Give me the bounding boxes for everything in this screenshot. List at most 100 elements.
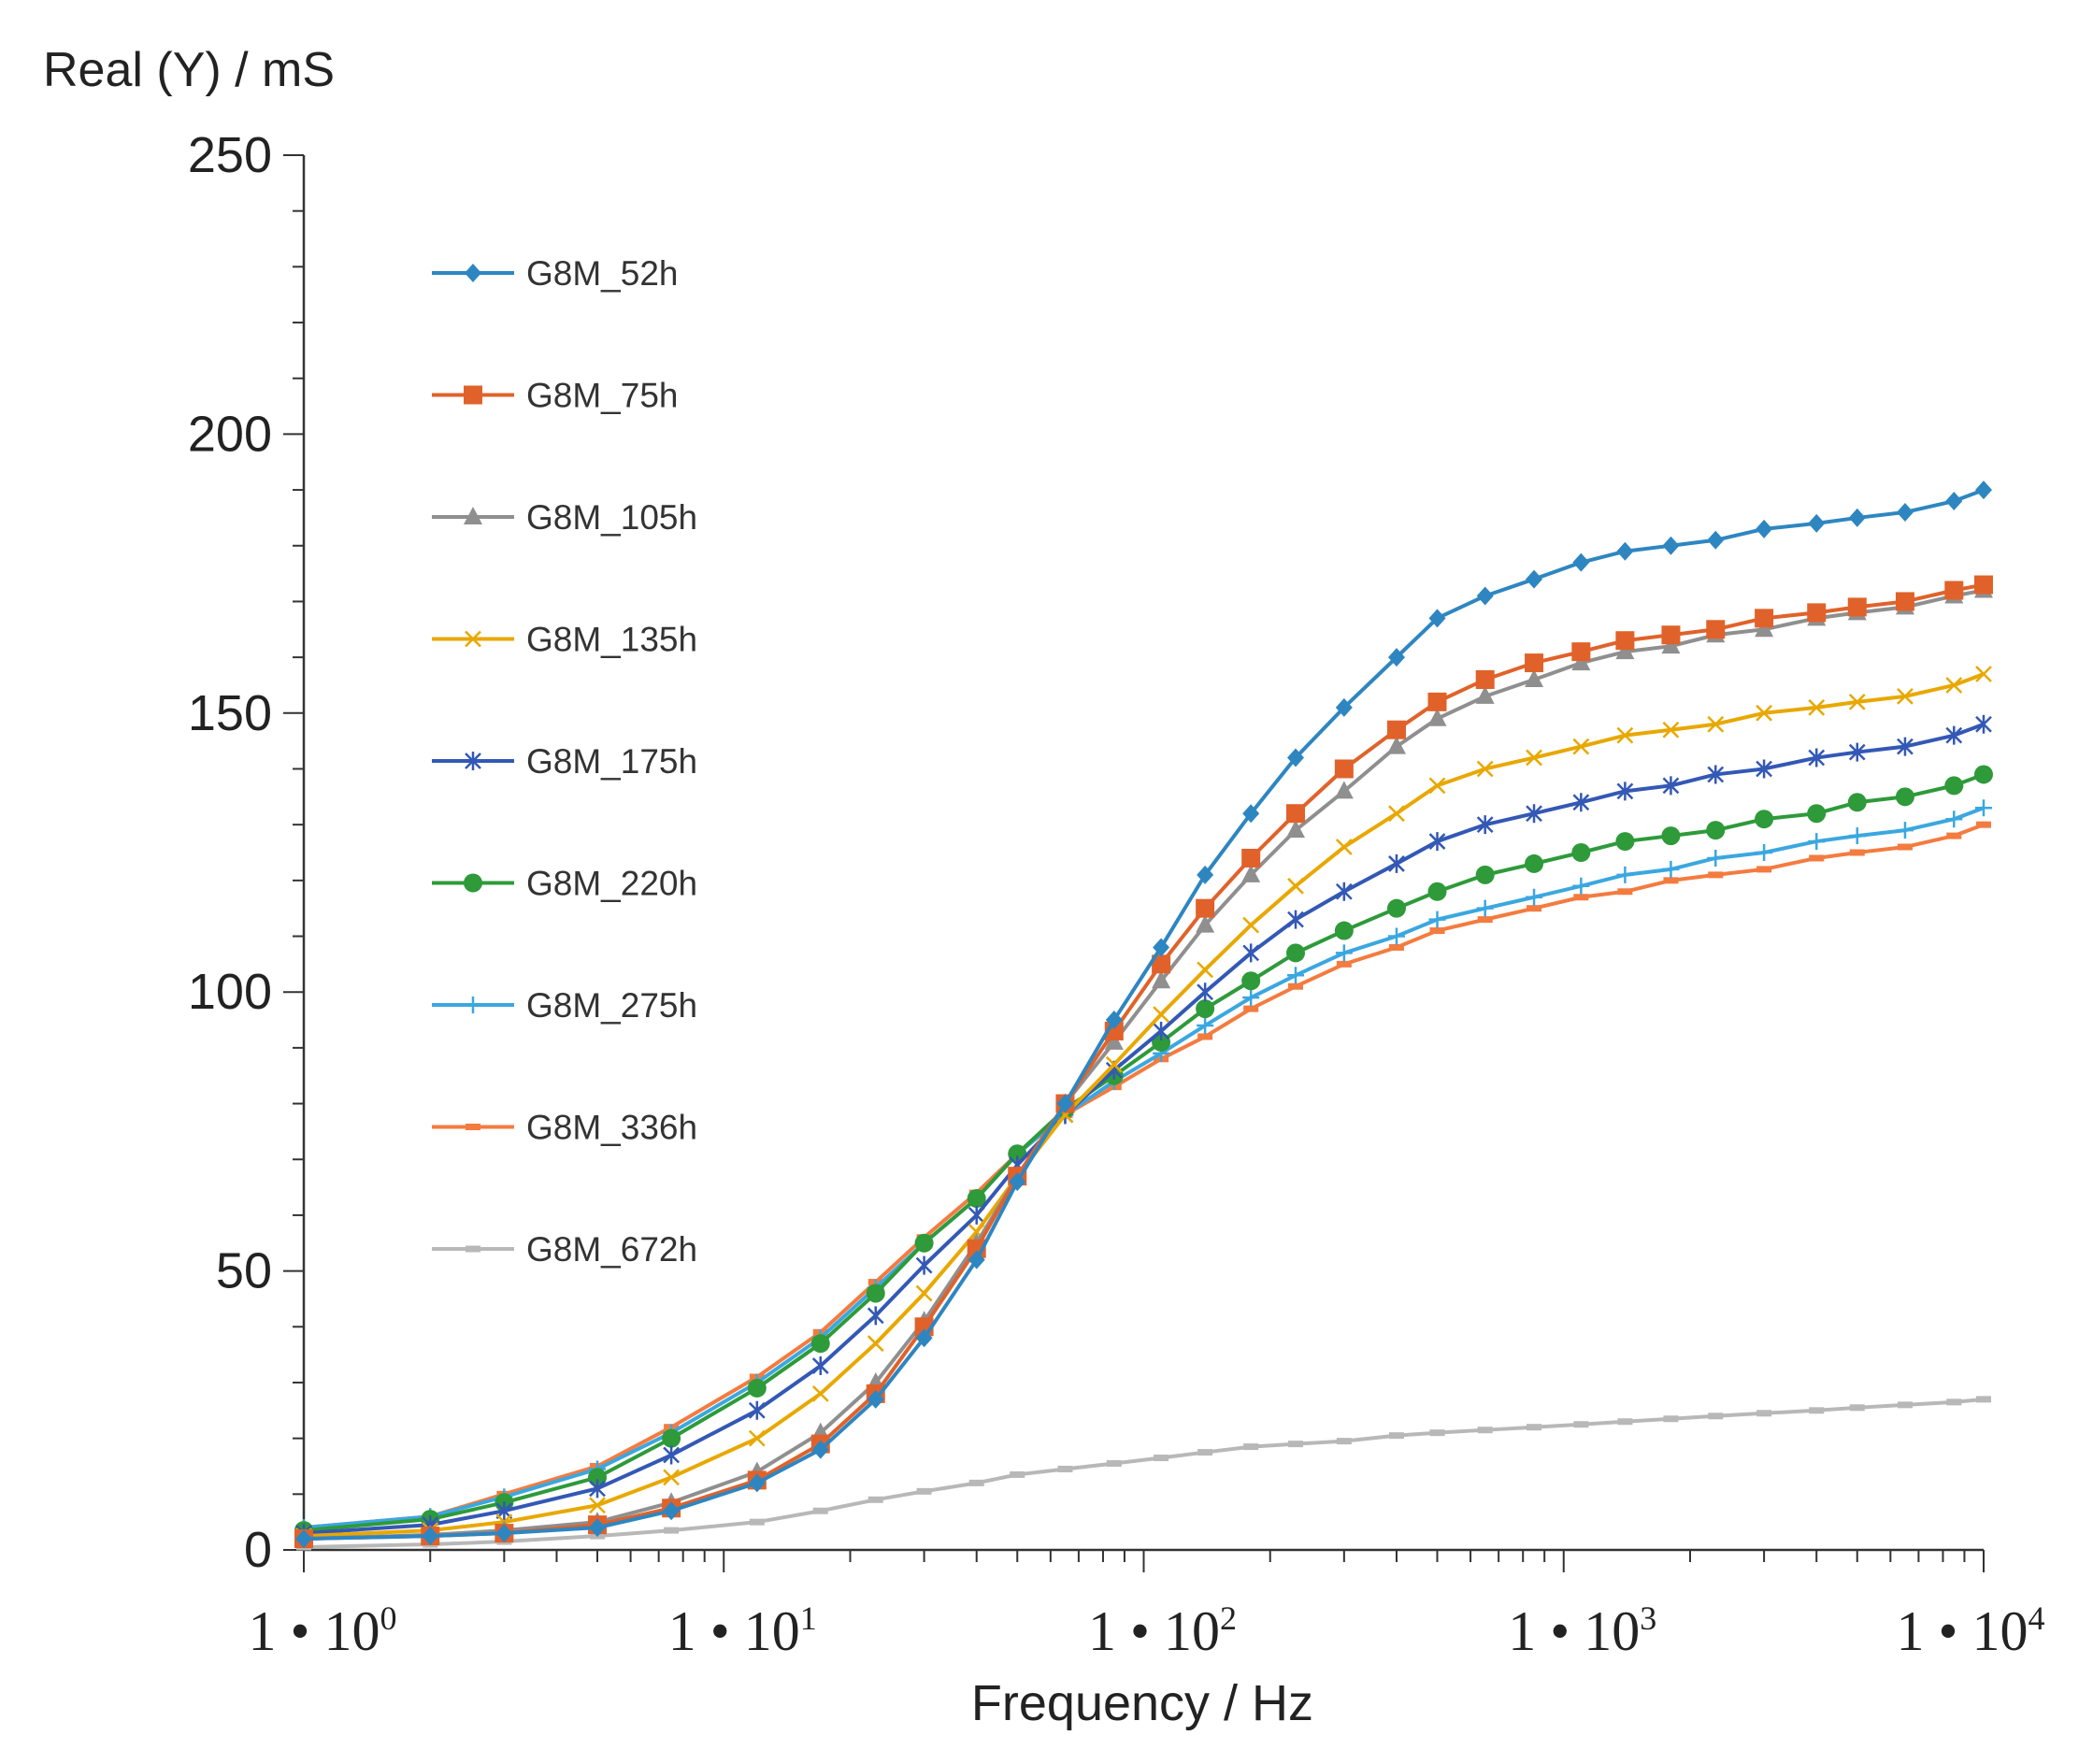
data-point <box>1848 827 1866 845</box>
data-point <box>968 1205 985 1225</box>
data-point <box>1895 787 1914 807</box>
legend-marker <box>465 752 481 770</box>
data-point <box>589 1479 606 1499</box>
data-point <box>1975 799 1992 817</box>
data-point <box>1808 748 1826 767</box>
data-point <box>1525 668 1544 687</box>
data-point <box>1616 726 1634 744</box>
data-point <box>1945 810 1963 828</box>
data-point <box>867 1335 884 1353</box>
data-point <box>1334 759 1354 779</box>
data-point <box>1573 894 1589 901</box>
data-point <box>1848 742 1866 762</box>
data-point <box>1897 843 1913 851</box>
data-point <box>748 1400 766 1420</box>
data-point <box>1897 1401 1913 1409</box>
legend-item-g8m-75h: G8M_75h <box>432 377 679 415</box>
data-point <box>1105 1055 1123 1073</box>
data-point <box>1153 1006 1169 1023</box>
data-point <box>1153 938 1170 957</box>
data-point <box>1847 597 1867 617</box>
data-point <box>968 1250 985 1269</box>
data-point <box>1387 927 1405 945</box>
data-point <box>1615 631 1635 651</box>
data-point <box>1616 541 1634 561</box>
data-point <box>1335 944 1353 962</box>
data-point <box>1427 692 1447 711</box>
data-point <box>915 1328 933 1348</box>
data-point <box>1475 685 1495 704</box>
legend-item-g8m-52h: G8M_52h <box>432 254 679 293</box>
data-point <box>1197 1033 1213 1040</box>
legend-label: G8M_672h <box>526 1230 697 1269</box>
data-point <box>1896 502 1914 522</box>
data-point <box>1706 821 1726 840</box>
data-point <box>1807 804 1827 824</box>
legend-label: G8M_105h <box>526 498 697 537</box>
legend-marker <box>465 630 481 648</box>
data-point <box>1616 866 1634 883</box>
data-point <box>1428 832 1446 852</box>
data-point <box>1572 877 1590 895</box>
x-tick-label: 1 • 100 <box>248 1599 396 1662</box>
y-tick-label: 250 <box>188 127 272 183</box>
data-point <box>1707 530 1725 550</box>
data-point <box>1388 805 1405 823</box>
data-point <box>1334 921 1354 940</box>
series-line-g8m-336h <box>303 823 1985 1530</box>
data-point <box>811 1440 829 1459</box>
data-point <box>1427 882 1447 901</box>
data-point <box>663 1501 681 1521</box>
data-point <box>1386 898 1406 918</box>
data-point <box>1527 905 1542 912</box>
data-point <box>1526 569 1543 589</box>
data-point <box>748 1429 766 1447</box>
data-point <box>1241 848 1261 868</box>
data-point <box>495 1524 513 1543</box>
data-point <box>1387 648 1405 667</box>
data-point <box>1808 833 1826 851</box>
legend-label: G8M_275h <box>526 986 697 1025</box>
data-point <box>589 1497 606 1514</box>
data-point <box>1756 866 1772 873</box>
data-point <box>1849 1404 1865 1412</box>
series-line-g8m-175h <box>303 722 1985 1536</box>
data-point <box>1428 911 1446 928</box>
data-point <box>1756 519 1773 538</box>
data-point <box>1809 1407 1825 1414</box>
legend-label: G8M_336h <box>526 1109 697 1147</box>
legend-item-g8m-336h: G8M_336h <box>432 1109 697 1147</box>
data-point <box>1706 620 1726 639</box>
data-point <box>1525 653 1544 673</box>
data-point <box>1661 625 1681 645</box>
axes: 0 50 100 150 200 250 1 • 100 1 • 101 1 • 102 1 • … <box>188 127 2045 1662</box>
data-point <box>1287 748 1305 767</box>
data-point <box>1617 1418 1633 1426</box>
data-point <box>811 1356 829 1376</box>
data-point <box>1848 508 1866 527</box>
legend-item-g8m-175h: G8M_175h <box>432 742 697 781</box>
data-point <box>1615 641 1635 660</box>
data-point <box>1755 810 1774 829</box>
data-point <box>1476 586 1494 606</box>
legend-marker <box>466 1245 480 1253</box>
data-point <box>1154 1455 1169 1462</box>
data-point <box>1974 765 1993 784</box>
data-point <box>1010 1470 1025 1478</box>
data-point <box>1197 1449 1213 1456</box>
data-point <box>1288 1441 1304 1448</box>
data-point <box>1617 888 1633 896</box>
data-point <box>1009 1172 1026 1192</box>
data-point <box>1242 916 1260 934</box>
data-point <box>1849 849 1865 856</box>
series-g8m-52h <box>295 480 1992 1549</box>
data-point <box>1807 603 1827 623</box>
x-tick-label: 1 • 104 <box>1896 1599 2044 1662</box>
data-point <box>1756 759 1772 779</box>
series-line-g8m-52h <box>303 488 1985 1542</box>
data-point <box>588 1468 608 1487</box>
data-point <box>1197 865 1214 884</box>
data-point <box>1287 877 1304 895</box>
data-point <box>1572 793 1590 812</box>
data-point <box>916 1487 932 1495</box>
